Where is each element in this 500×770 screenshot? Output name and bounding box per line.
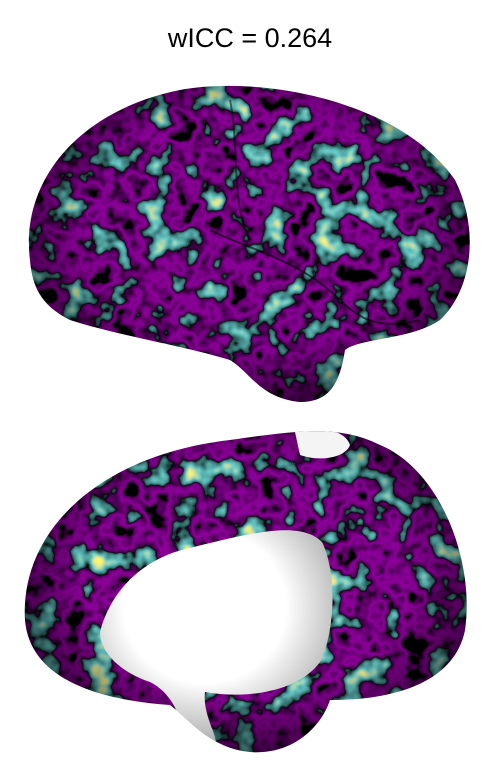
- lateral-brain-surface: [28, 85, 470, 403]
- medial-brain-surface: [24, 431, 467, 753]
- sulcus: [229, 99, 251, 241]
- medial-wall: [100, 530, 333, 748]
- sulcus: [209, 229, 421, 325]
- figure-title: wICC = 0.264: [167, 23, 332, 53]
- medial-wall-top: [295, 431, 350, 459]
- surface-shading: [28, 85, 470, 403]
